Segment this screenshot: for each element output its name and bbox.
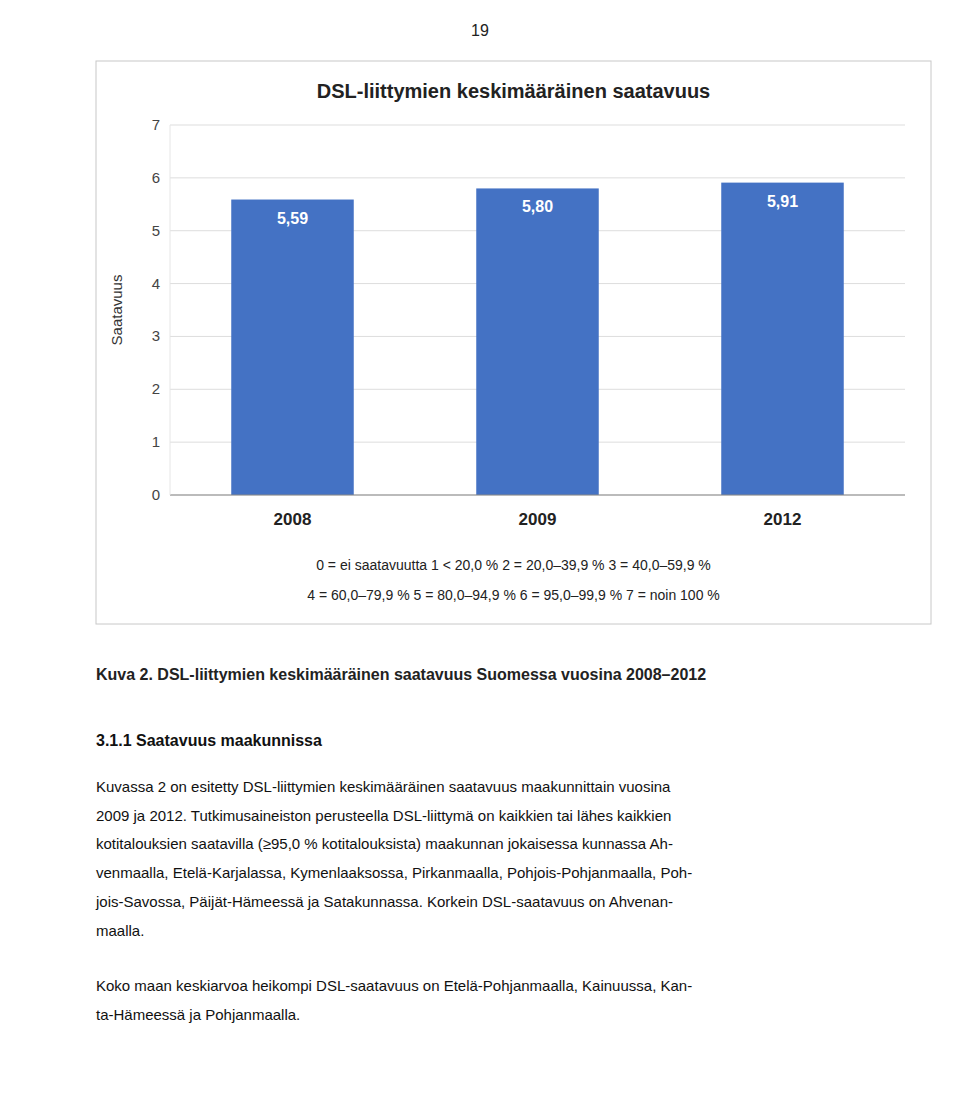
data-label: 5,59 (277, 210, 308, 227)
annotations: 0 = ei saatavuutta 1 < 20,0 % 2 = 20,0–3… (307, 557, 720, 603)
y-tick-label: 4 (152, 275, 160, 292)
body-line: Kuvassa 2 on esitetty DSL-liittymien kes… (96, 778, 671, 795)
section-title: 3.1.1 Saatavuus maakunnissa (96, 732, 322, 749)
y-grid (170, 125, 905, 495)
caption: Kuva 2. DSL-liittymien keskimääräinen sa… (96, 666, 706, 683)
body-line: venmaalla, Etelä-Karjalassa, Kymenlaakso… (96, 864, 692, 881)
grid-line (170, 495, 905, 496)
body-line: maalla. (96, 922, 144, 939)
y-axis-line (170, 125, 171, 495)
page-canvas: 19 DSL-liittymien keskimääräinen saatavuu… (0, 0, 960, 1105)
x-tick-label: 2012 (764, 510, 802, 529)
y-ticks: 0 1 2 3 4 5 6 7 (152, 116, 160, 503)
page: {"page_number": "19", "chart_data": {"ty… (0, 0, 960, 1105)
data-labels: 5,59 5,80 5,91 (277, 193, 798, 227)
y-tick-label: 1 (152, 433, 160, 450)
chart-box (96, 61, 931, 624)
y-tick-label: 5 (152, 222, 160, 239)
y-tick-label: 6 (152, 169, 160, 186)
y-tick-label: 3 (152, 327, 160, 344)
page-number: 19 (471, 22, 489, 39)
data-label: 5,80 (522, 198, 553, 215)
y-tick-label: 7 (152, 116, 160, 133)
bar (721, 183, 844, 495)
y-axis-label: Saatavuus (108, 275, 125, 346)
y-tick-label: 2 (152, 380, 160, 397)
body-line: ta-Hämeessä ja Pohjanmaalla. (96, 1006, 300, 1023)
grid-line (170, 125, 905, 126)
x-tick-label: 2009 (519, 510, 557, 529)
bar (231, 200, 354, 495)
grid-line (170, 177, 905, 178)
body-paragraph: Koko maan keskiarvoa heikompi DSL-saatav… (96, 977, 692, 1023)
body-line: kotitalouksien saatavilla (≥95,0 % kotit… (96, 835, 673, 852)
x-axis-line (170, 495, 905, 496)
y-tick-label: 0 (152, 486, 160, 503)
annotation: 0 = ei saatavuutta 1 < 20,0 % 2 = 20,0–3… (316, 557, 711, 573)
body-line: jois-Savossa, Päijät-Hämeessä ja Satakun… (95, 893, 673, 910)
bar (476, 188, 599, 495)
chart: DSL-liittymien keskimääräinen saatavuus S… (108, 80, 905, 603)
data-label: 5,91 (767, 193, 798, 210)
annotation: 4 = 60,0–79,9 % 5 = 80,0–94,9 % 6 = 95,0… (307, 587, 720, 603)
bars (231, 183, 844, 495)
chart-title: DSL-liittymien keskimääräinen saatavuus (317, 80, 711, 102)
x-tick-label: 2008 (274, 510, 312, 529)
x-tick-labels: 2008 2009 2012 (274, 510, 802, 529)
body-paragraph: Kuvassa 2 on esitetty DSL-liittymien kes… (95, 778, 692, 939)
body-line: Koko maan keskiarvoa heikompi DSL-saatav… (96, 977, 692, 994)
body-line: 2009 ja 2012. Tutkimusaineiston perustee… (96, 807, 671, 824)
